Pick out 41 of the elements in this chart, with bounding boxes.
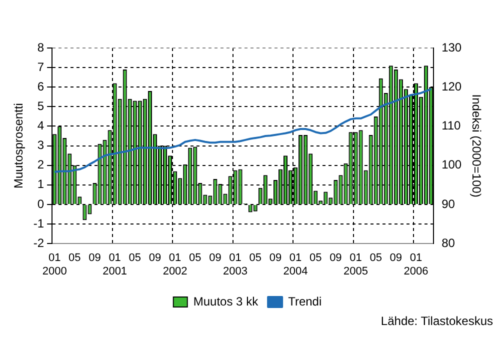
x-tick-label: 05 (370, 252, 382, 264)
x-tick-label: 05 (189, 252, 202, 264)
y2-tick-label: 90 (442, 196, 456, 211)
y2-axis-title: Indeksi (2000=100) (469, 94, 484, 198)
x-tick-label: 09 (330, 252, 342, 264)
y2-tick-label: 110 (442, 118, 462, 133)
y-tick-label: 4 (37, 118, 44, 133)
x-tick-label: 09 (148, 252, 162, 264)
y2-tick-label: 120 (442, 79, 462, 94)
y-tick-label: -1 (33, 216, 44, 230)
legend-label: Trendi (288, 294, 322, 308)
x-tick-label: 01 2000 (42, 252, 67, 278)
y-tick-label: 3 (37, 138, 44, 152)
x-tick-label: 01 2006 (404, 252, 428, 278)
x-tick-label: 01 2003 (223, 252, 248, 278)
x-tick-label: 05 (249, 252, 262, 264)
y-tick-label: 8 (37, 40, 44, 54)
x-tick-label: 01 2001 (102, 252, 128, 278)
y-axis-title: Muutosprosentti (12, 103, 26, 188)
y-tick-label: 6 (37, 79, 44, 94)
x-tick-label: 05 (128, 252, 142, 264)
y-tick-label: 5 (37, 98, 44, 113)
x-tick-label: 09 (88, 252, 101, 264)
x-tick-label: 09 (269, 252, 282, 264)
y-tick-label: 7 (37, 60, 44, 74)
x-tick-label: 01 2005 (344, 252, 368, 278)
legend-label: Muutos 3 kk (193, 294, 260, 308)
x-tick-label: 09 (390, 252, 402, 264)
y-tick-label: 0 (37, 196, 44, 211)
x-tick-label: 05 (309, 252, 322, 264)
x-tick-label: 05 (68, 252, 81, 264)
y2-tick-label: 130 (442, 40, 462, 54)
y2-tick-label: 80 (442, 236, 456, 250)
x-tick-label: 09 (209, 252, 222, 264)
x-tick-label: 01 2002 (162, 252, 188, 278)
text: Lähde: Tilastokeskus (380, 314, 493, 328)
y-tick-label: -2 (33, 236, 44, 250)
y-tick-label: 1 (37, 177, 44, 192)
x-tick-label: 01 2004 (283, 252, 308, 278)
y-tick-label: 2 (37, 158, 44, 172)
y2-tick-label: 100 (442, 158, 462, 172)
